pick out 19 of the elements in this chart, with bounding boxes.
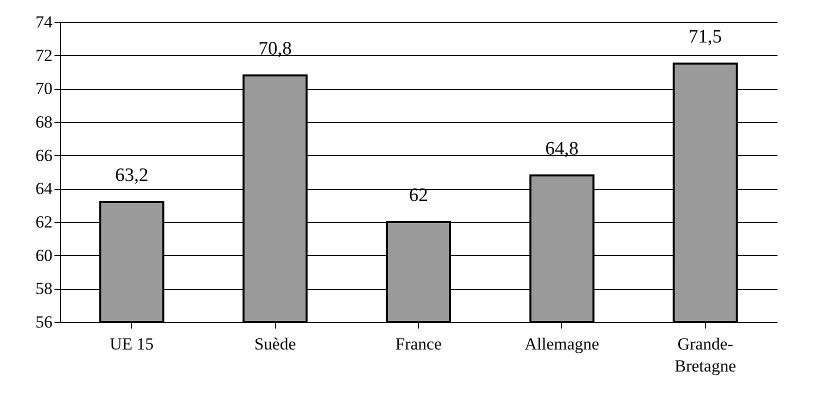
y-tick-label: 56 xyxy=(36,312,52,332)
x-tick-label: Allemagne xyxy=(524,334,600,354)
data-label: 71,5 xyxy=(688,26,722,48)
y-tick-label: 74 xyxy=(36,12,53,32)
y-tick-label: 70 xyxy=(36,79,52,98)
x-tick-label: Suède xyxy=(254,334,296,354)
y-tick-label: 64 xyxy=(36,179,53,198)
y-tick-label: 68 xyxy=(36,112,52,132)
y-tick-label: 60 xyxy=(36,246,52,265)
data-label: 64,8 xyxy=(545,138,579,160)
y-tick-label: 62 xyxy=(36,212,52,232)
y-tick-label: 66 xyxy=(36,146,52,165)
x-tick-label: UE 15 xyxy=(110,334,154,354)
y-tick-label: 58 xyxy=(36,279,52,298)
y-tick-label: 72 xyxy=(36,46,52,65)
x-tick-label: France xyxy=(395,334,442,354)
data-label: 70,8 xyxy=(258,38,292,60)
x-tick-label: Grande-Bretagne xyxy=(674,334,736,376)
data-label: 63,2 xyxy=(115,165,148,186)
